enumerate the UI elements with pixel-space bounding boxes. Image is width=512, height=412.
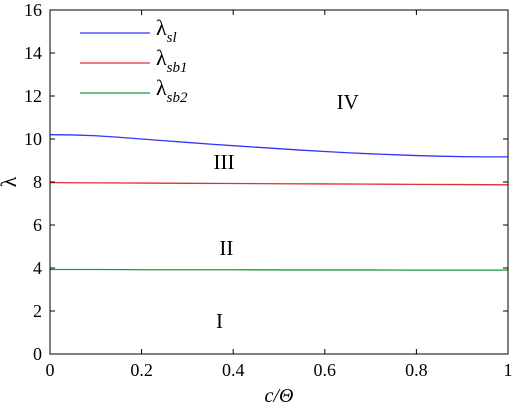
y-tick-label: 0 xyxy=(33,344,42,364)
y-axis-label: λ xyxy=(0,176,21,187)
legend-label-symbol: λ xyxy=(156,75,167,100)
x-tick-label: 0.8 xyxy=(405,360,428,380)
x-axis-label: c/Θ xyxy=(265,385,294,407)
x-tick-label: 0.6 xyxy=(314,360,337,380)
legend-label-subscript: sb2 xyxy=(167,90,188,106)
y-tick-label: 2 xyxy=(33,301,42,321)
legend-label-subscript: sl xyxy=(167,30,177,46)
y-tick-label: 12 xyxy=(24,86,42,106)
y-tick-label: 4 xyxy=(33,258,42,278)
x-tick-label: 0 xyxy=(46,360,55,380)
y-tick-label: 8 xyxy=(33,172,42,192)
y-tick-label: 6 xyxy=(33,215,42,235)
legend-label-subscript: sb1 xyxy=(167,60,188,76)
legend-label-sb1: λsb1 xyxy=(156,45,188,76)
region-label: II xyxy=(219,236,233,260)
series-line-sb2 xyxy=(50,270,508,271)
y-tick-label: 14 xyxy=(24,43,42,63)
series-line-sb1 xyxy=(50,183,508,185)
series-line-sl xyxy=(50,135,508,157)
region-label: III xyxy=(214,150,235,174)
plot-frame xyxy=(50,10,508,354)
legend-label-symbol: λ xyxy=(156,15,167,40)
x-tick-label: 0.2 xyxy=(130,360,153,380)
legend-label-sl: λsl xyxy=(156,15,177,46)
legend-label-sb2: λsb2 xyxy=(156,75,188,106)
region-label: IV xyxy=(337,90,359,114)
x-tick-label: 1 xyxy=(504,360,512,380)
y-tick-label: 16 xyxy=(24,0,42,20)
x-tick-label: 0.4 xyxy=(222,360,245,380)
y-tick-label: 10 xyxy=(24,129,42,149)
region-label: I xyxy=(216,309,223,333)
legend-label-symbol: λ xyxy=(156,45,167,70)
plot-layer xyxy=(50,135,508,270)
